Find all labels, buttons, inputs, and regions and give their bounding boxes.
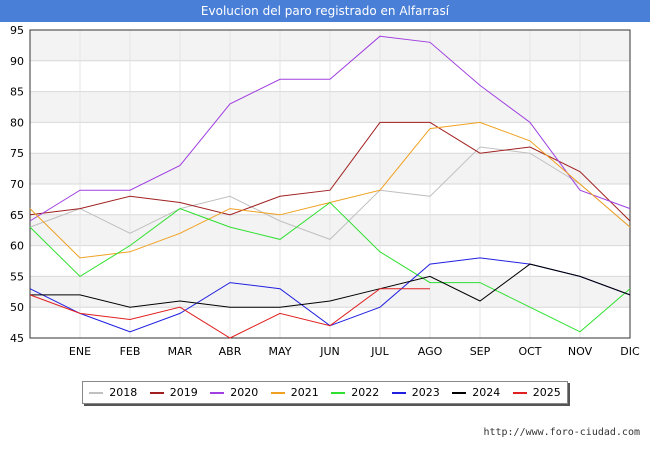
series-line-2019 (29, 121, 631, 222)
x-tick-label: DIC (620, 345, 640, 358)
y-tick-label: 80 (10, 116, 24, 129)
legend-item-2020: 2020 (210, 386, 258, 399)
series-line-2022 (29, 201, 631, 333)
source-credit: http://www.foro-ciudad.com (483, 427, 640, 438)
legend-label: 2020 (230, 386, 259, 399)
legend-swatch (89, 391, 104, 394)
x-tick-label: ENE (69, 345, 91, 358)
legend-item-2018: 2018 (89, 386, 137, 399)
legend-swatch (391, 391, 406, 394)
legend-item-2019: 2019 (149, 386, 198, 399)
legend-swatch (149, 391, 164, 394)
legend-label: 2018 (109, 386, 138, 399)
legend-item-2021: 2021 (270, 386, 319, 399)
x-tick-label: MAY (269, 345, 292, 358)
y-tick-label: 95 (10, 24, 24, 37)
series-line-2025 (29, 288, 430, 339)
series-line-2018 (29, 146, 631, 240)
legend-label: 2022 (351, 386, 380, 399)
x-tick-label: NOV (568, 345, 593, 358)
legend-label: 2019 (169, 386, 198, 399)
chart-title: Evolucion del paro registrado en Alfarra… (0, 0, 650, 22)
x-tick-label: FEB (120, 345, 141, 358)
legend-label: 2021 (290, 386, 319, 399)
x-tick-label: JUN (319, 345, 340, 358)
legend-item-2023: 2023 (391, 386, 440, 399)
x-tick-label: OCT (518, 345, 541, 358)
legend-label: 2025 (532, 386, 561, 399)
y-tick-label: 90 (10, 55, 24, 68)
x-tick-label: AGO (418, 345, 443, 358)
legend-swatch (452, 391, 467, 394)
y-tick-label: 50 (10, 301, 24, 314)
legend-item-2025: 2025 (512, 386, 561, 399)
x-tick-label: MAR (168, 345, 193, 358)
chart-legend: 2018 2019 2020 2021 2022 2023 2024 2025 (82, 381, 568, 404)
legend-swatch (270, 391, 285, 394)
legend-item-2024: 2024 (452, 386, 500, 399)
legend-label: 2023 (411, 386, 440, 399)
legend-swatch (512, 391, 527, 394)
y-tick-label: 70 (10, 178, 24, 191)
x-tick-label: JUL (370, 345, 389, 358)
x-tick-label: ABR (219, 345, 242, 358)
y-tick-label: 45 (10, 332, 24, 345)
y-tick-label: 60 (10, 240, 24, 253)
legend-label: 2024 (472, 386, 501, 399)
y-tick-label: 55 (10, 270, 24, 283)
y-tick-label: 75 (10, 147, 24, 160)
y-tick-label: 85 (10, 86, 24, 99)
legend-swatch (210, 391, 225, 394)
y-tick-label: 65 (10, 209, 24, 222)
x-tick-label: SEP (470, 345, 491, 358)
legend-item-2022: 2022 (331, 386, 379, 399)
series-line-2020 (29, 35, 631, 222)
plot-frame (29, 29, 631, 339)
legend-swatch (331, 391, 346, 394)
series-line-2024 (30, 263, 631, 308)
